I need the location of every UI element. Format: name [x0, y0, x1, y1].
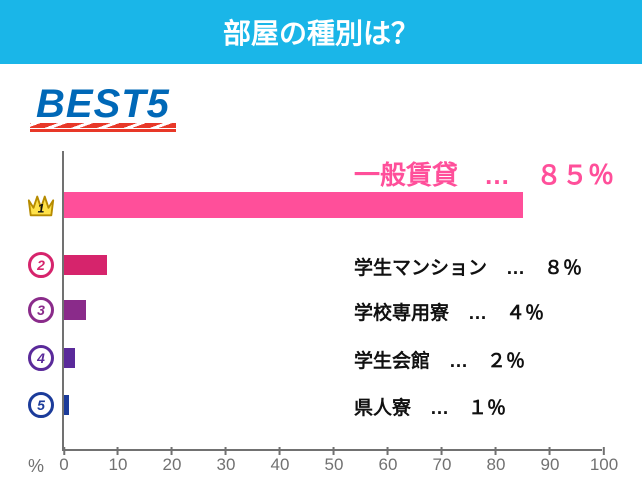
rank-badge-5: 5 [26, 390, 56, 420]
bar-label-5: 県人寮 … １％ [354, 393, 506, 420]
bar-label-1: 一般賃貸 … ８５％ [354, 155, 614, 192]
bar-row-1: 1 [64, 191, 602, 219]
rank-badge-2: 2 [26, 250, 56, 280]
svg-text:1: 1 [38, 202, 45, 216]
axis-tick: 20 [163, 455, 182, 475]
axis-percent-symbol: % [28, 456, 44, 477]
bar-5 [64, 395, 69, 415]
axis-tick: 30 [217, 455, 236, 475]
axis-tick: 50 [325, 455, 344, 475]
bar-label-2: 学生マンション … ８％ [354, 253, 582, 280]
bar-3 [64, 300, 86, 320]
rank-circle-icon: 5 [28, 392, 54, 418]
rank-circle-icon: 4 [28, 345, 54, 371]
axis-tick: 100 [590, 455, 618, 475]
bar-2 [64, 255, 107, 275]
bar-label-4: 学生会館 … ２％ [354, 346, 525, 373]
rank-badge-3: 3 [26, 295, 56, 325]
axis-tick: 80 [487, 455, 506, 475]
rank-badge-4: 4 [26, 343, 56, 373]
rank-circle-icon: 3 [28, 297, 54, 323]
bar-1 [64, 192, 523, 218]
chart-plot: % 0102030405060708090100 1 一般賃貸 … ８５％2学生… [62, 151, 602, 451]
axis-tick: 10 [109, 455, 128, 475]
axis-tick: 40 [271, 455, 290, 475]
bar-label-3: 学校専用寮 … ４％ [354, 298, 544, 325]
rank-badge-1: 1 [26, 190, 56, 220]
crown-icon: 1 [26, 192, 56, 218]
title-bar: 部屋の種別は？ [0, 0, 642, 64]
bar-row-5: 5 [64, 391, 602, 419]
title-text: 部屋の種別は？ [223, 12, 419, 52]
rank-circle-icon: 2 [28, 252, 54, 278]
chart-area: BEST5 % 0102030405060708090100 1 一般賃貸 … … [0, 64, 642, 461]
axis-ticks: 0102030405060708090100 [64, 455, 602, 477]
axis-tick: 60 [379, 455, 398, 475]
axis-tick: 90 [541, 455, 560, 475]
bar-4 [64, 348, 75, 368]
axis-tick: 0 [59, 455, 68, 475]
axis-tick: 70 [433, 455, 452, 475]
best5-label: BEST5 [36, 82, 170, 131]
